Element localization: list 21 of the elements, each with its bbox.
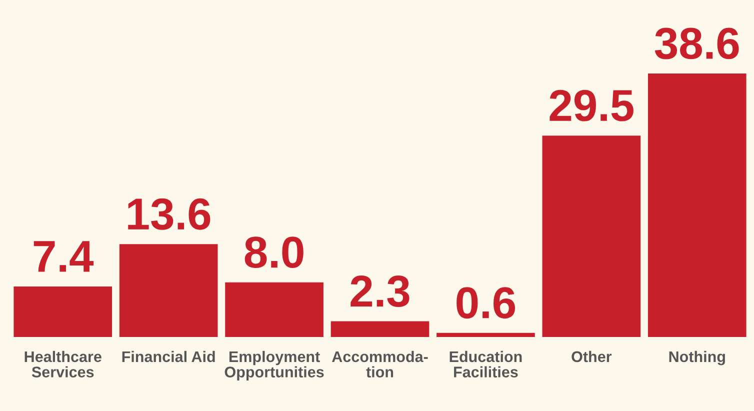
x-tick-label: Other bbox=[572, 350, 612, 362]
data-label: 8.0 bbox=[244, 236, 304, 268]
bar bbox=[225, 282, 324, 337]
x-tick-label: Accommoda- tion bbox=[332, 350, 428, 378]
bar bbox=[14, 286, 112, 337]
x-tick-label: Financial Aid bbox=[122, 350, 215, 362]
data-label: 2.3 bbox=[350, 275, 410, 308]
data-label: 7.4 bbox=[34, 241, 94, 272]
x-tick-label: Healthcare Services bbox=[24, 350, 102, 378]
data-label: 13.6 bbox=[128, 198, 210, 230]
data-label: 38.6 bbox=[654, 28, 739, 60]
x-tick-label: Education Facilities bbox=[450, 350, 522, 378]
x-tick-label: Employment Opportunities bbox=[224, 350, 324, 380]
bar bbox=[436, 332, 535, 337]
bar bbox=[648, 74, 746, 337]
bar bbox=[330, 321, 430, 337]
bar bbox=[119, 244, 218, 337]
bar bbox=[542, 136, 641, 337]
data-label: 29.5 bbox=[550, 90, 634, 122]
x-tick-label: Nothing bbox=[669, 350, 725, 366]
data-label: 0.6 bbox=[456, 287, 516, 319]
